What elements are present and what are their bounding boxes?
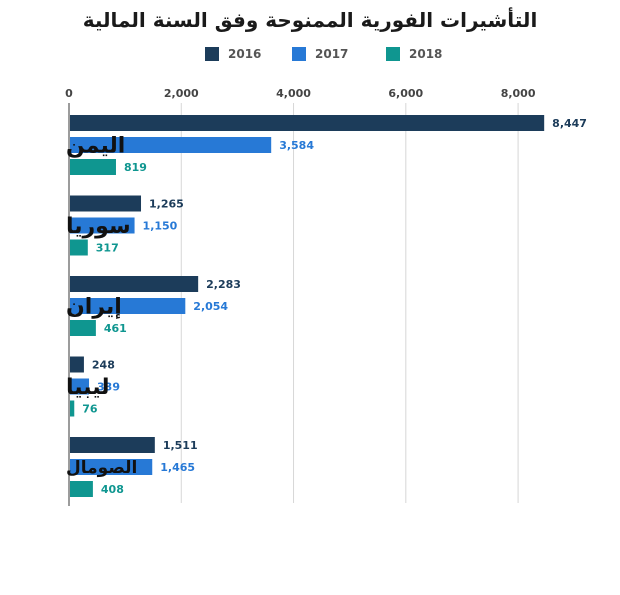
legend-item-2017: 2017 — [292, 44, 348, 64]
legend-label-2016: 2016 — [228, 47, 262, 61]
category-label-3: إيران — [66, 295, 122, 320]
category-label-2: سوريا — [66, 214, 131, 239]
legend-item-2016: 2016 — [205, 44, 261, 64]
bar-5-2018 — [70, 481, 93, 497]
bar-value-label-1-2018: 819 — [124, 161, 147, 174]
bar-value-label-1-2016: 8,447 — [552, 117, 587, 130]
bar-5-2017 — [70, 459, 153, 475]
x-tick-label-8000: 8,000 — [501, 87, 536, 100]
bar-3-2016 — [70, 276, 199, 292]
bar-3-2017 — [70, 298, 186, 314]
bar-value-label-2-2016: 1,265 — [149, 198, 184, 211]
legend-swatch-2018 — [386, 47, 400, 61]
x-tick-label-6000: 6,000 — [388, 87, 423, 100]
bar-1-2017 — [70, 137, 272, 153]
bar-value-label-1-2017: 3,584 — [279, 139, 314, 152]
bar-value-label-4-2018: 76 — [82, 403, 98, 416]
bar-value-label-3-2016: 2,283 — [206, 278, 241, 291]
category-label-1: اليمن — [66, 134, 125, 159]
bar-value-label-2-2018: 317 — [96, 242, 119, 255]
legend-item-2018: 2018 — [386, 44, 442, 64]
chart-title: التأشيرات الفورية الممنوحة وفق السنة الم… — [82, 8, 538, 32]
bar-value-label-4-2017: 339 — [97, 381, 120, 394]
bar-value-label-2-2017: 1,150 — [143, 220, 178, 233]
bar-value-label-5-2018: 408 — [101, 483, 124, 496]
bar-value-label-3-2018: 461 — [104, 322, 127, 335]
bar-value-label-3-2017: 2,054 — [193, 300, 228, 313]
x-tick-label-4000: 4,000 — [276, 87, 311, 100]
legend-label-2017: 2017 — [315, 47, 349, 61]
bar-1-2018 — [70, 159, 116, 175]
bar-2-2016 — [70, 195, 142, 212]
bar-3-2018 — [70, 320, 96, 336]
bar-5-2016 — [70, 437, 155, 453]
bar-2-2018 — [70, 239, 88, 256]
bar-value-label-5-2016: 1,511 — [163, 439, 198, 452]
category-label-5: الصومال — [66, 458, 137, 478]
bar-4-2018 — [70, 400, 75, 417]
bar-value-label-5-2017: 1,465 — [160, 461, 195, 474]
bar-value-label-4-2016: 248 — [92, 359, 115, 372]
bar-1-2016 — [70, 115, 545, 131]
x-tick-label-0: 0 — [65, 87, 73, 100]
legend-swatch-2017 — [292, 47, 306, 61]
category-label-4: ليبيا — [66, 375, 109, 400]
x-tick-label-2000: 2,000 — [164, 87, 199, 100]
legend-swatch-2016 — [205, 47, 219, 61]
bar-4-2017 — [70, 378, 90, 395]
bar-2-2017 — [70, 217, 135, 234]
legend-label-2018: 2018 — [409, 47, 443, 61]
bar-4-2016 — [70, 356, 84, 373]
